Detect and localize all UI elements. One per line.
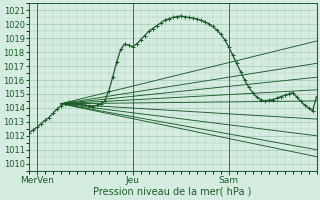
X-axis label: Pression niveau de la mer( hPa ): Pression niveau de la mer( hPa ) [93,187,252,197]
